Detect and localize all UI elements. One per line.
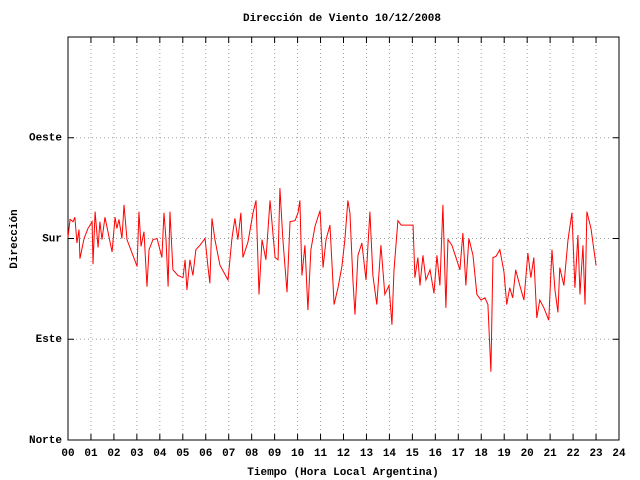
- x-tick-label: 20: [521, 448, 534, 460]
- y-axis-label: Dirección: [9, 209, 21, 268]
- x-tick-label: 16: [429, 448, 442, 460]
- x-tick-label: 06: [199, 448, 212, 460]
- x-tick-label: 24: [612, 448, 626, 460]
- x-tick-label: 15: [406, 448, 420, 460]
- x-tick-label: 07: [222, 448, 235, 460]
- x-tick-label: 03: [130, 448, 144, 460]
- x-tick-label: 04: [153, 448, 167, 460]
- x-tick-label: 13: [360, 448, 374, 460]
- x-tick-label: 18: [475, 448, 489, 460]
- x-tick-label: 08: [245, 448, 259, 460]
- x-tick-label: 01: [84, 448, 98, 460]
- x-tick-label: 23: [589, 448, 603, 460]
- x-tick-label: 22: [566, 448, 579, 460]
- x-tick-label: 21: [544, 448, 558, 460]
- x-tick-label: 11: [314, 448, 328, 460]
- x-tick-label: 05: [176, 448, 190, 460]
- x-tick-label: 00: [61, 448, 74, 460]
- y-tick-label: Sur: [42, 233, 62, 245]
- x-tick-label: 02: [107, 448, 120, 460]
- data-line: [67, 188, 597, 372]
- x-tick-label: 14: [383, 448, 397, 460]
- y-tick-label: Oeste: [29, 133, 62, 145]
- x-tick-label: 12: [337, 448, 350, 460]
- x-tick-label: 17: [452, 448, 465, 460]
- chart-title: Dirección de Viento 10/12/2008: [243, 13, 441, 25]
- x-tick-label: 10: [291, 448, 304, 460]
- x-tick-label: 19: [498, 448, 511, 460]
- y-tick-label: Norte: [29, 435, 62, 447]
- y-tick-label: Este: [36, 334, 63, 346]
- plot-frame: [67, 36, 620, 441]
- x-axis-label: Tiempo (Hora Local Argentina): [247, 467, 438, 479]
- x-tick-label: 09: [268, 448, 281, 460]
